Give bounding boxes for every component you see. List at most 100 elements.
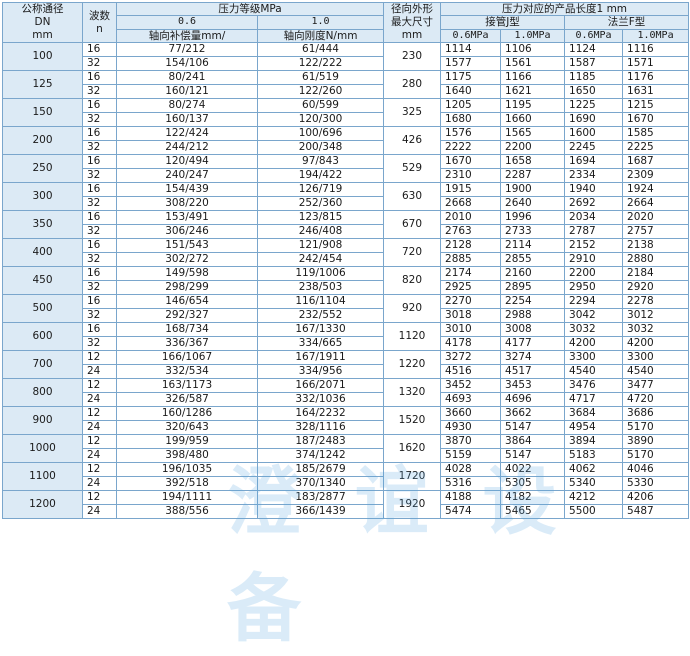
length-f-1-0-cell: 2664: [622, 196, 690, 211]
compensation-cell: 154/106: [116, 56, 258, 71]
length-f-0-6-cell: 4540: [564, 364, 624, 379]
dn-cell: 400: [2, 238, 83, 267]
table-row: 100 16 77/212 61/444 230 1114 1106 1124 1116: [2, 42, 690, 71]
length-j-1-0-cell: 2200: [500, 140, 566, 155]
compensation-cell: 160/1286: [116, 406, 258, 421]
length-f-0-6-cell: 4200: [564, 336, 624, 351]
stiffness-cell: 166/2071: [256, 378, 385, 393]
od-cell: 280: [383, 70, 442, 99]
compensation-cell: 151/543: [116, 238, 258, 253]
f-type-header: 法兰F型: [564, 15, 690, 30]
length-f-0-6-cell: 2200: [564, 266, 624, 281]
length-f-0-6-cell: 1650: [564, 84, 624, 99]
length-f-1-0-cell: 1571: [622, 56, 690, 71]
compensation-cell: 194/1111: [116, 490, 258, 505]
length-j-0-6-cell: 1640: [440, 84, 502, 99]
compensation-cell: 122/424: [116, 126, 258, 141]
length-j-0-6-cell: 4693: [440, 392, 502, 407]
table-row: 32 336/367 334/665 4178 4177 4200 4200: [3, 336, 690, 351]
length-j-1-0-cell: 2160: [500, 266, 566, 281]
table-row: 32 306/246 246/408 2763 2733 2787 2757: [3, 224, 690, 239]
table-row: 1000 12 199/959 187/2483 1620 3870 3864 3894 389…: [2, 434, 690, 463]
table-row: 32 154/106 122/222 1577 1561 1587 1571: [3, 56, 690, 71]
stiffness-cell: 194/422: [256, 168, 385, 183]
length-f-1-0-cell: 5330: [622, 476, 690, 491]
compensation-cell: 240/247: [116, 168, 258, 183]
length-j-0-6-cell: 1205: [440, 98, 502, 113]
stiffness-cell: 238/503: [256, 280, 385, 295]
length-f-0-6-cell: 1124: [564, 42, 624, 57]
length-j-1-0-cell: 3864: [500, 434, 566, 449]
f-0-6-header: 0.6MPa: [564, 28, 624, 44]
length-f-1-0-cell: 1924: [622, 182, 690, 197]
stiffness-cell: 120/300: [256, 112, 385, 127]
table-row: 400 16 151/543 121/908 720 2128 2114 2152 2138: [2, 238, 690, 267]
compensation-cell: 196/1035: [116, 462, 258, 477]
od-cell: 670: [383, 210, 442, 239]
length-j-1-0-cell: 3274: [500, 350, 566, 365]
length-f-0-6-cell: 3894: [564, 434, 624, 449]
length-j-0-6-cell: 3272: [440, 350, 502, 365]
pressure-0-6-header: 0.6: [116, 15, 258, 30]
table-row: 24 332/534 334/956 4516 4517 4540 4540: [3, 364, 690, 379]
length-j-1-0-cell: 4022: [500, 462, 566, 477]
compensation-cell: 326/587: [116, 392, 258, 407]
length-f-1-0-cell: 3890: [622, 434, 690, 449]
length-j-0-6-cell: 3660: [440, 406, 502, 421]
length-f-1-0-cell: 3686: [622, 406, 690, 421]
wave-count-cell: 32: [82, 84, 117, 99]
compensation-cell: 160/121: [116, 84, 258, 99]
length-j-1-0-cell: 3662: [500, 406, 566, 421]
length-f-1-0-cell: 5170: [622, 420, 690, 435]
wave-count-cell: 24: [82, 504, 117, 519]
length-f-1-0-cell: 2184: [622, 266, 690, 281]
wave-count-cell: 12: [82, 350, 117, 365]
od-cell: 1220: [383, 350, 442, 379]
od-header-sub: 最大尺寸: [391, 16, 434, 28]
stiffness-cell: 328/1116: [256, 420, 385, 435]
length-f-1-0-cell: 4200: [622, 336, 690, 351]
stiffness-cell: 246/408: [256, 224, 385, 239]
length-j-1-0-cell: 2287: [500, 168, 566, 183]
wave-count-cell: 24: [82, 476, 117, 491]
wave-count-cell: 24: [82, 420, 117, 435]
compensation-cell: 302/272: [116, 252, 258, 267]
wave-count-cell: 12: [82, 406, 117, 421]
stiffness-cell: 61/444: [256, 42, 385, 57]
length-f-0-6-cell: 1600: [564, 126, 624, 141]
length-j-0-6-cell: 2174: [440, 266, 502, 281]
stiffness-cell: 97/843: [256, 154, 385, 169]
length-j-1-0-cell: 2733: [500, 224, 566, 239]
length-f-1-0-cell: 5170: [622, 448, 690, 463]
wave-count-cell: 16: [82, 126, 117, 141]
compensation-cell: 80/274: [116, 98, 258, 113]
wave-count-cell: 32: [82, 196, 117, 211]
length-j-1-0-cell: 1195: [500, 98, 566, 113]
length-j-0-6-cell: 1670: [440, 154, 502, 169]
dn-cell: 900: [2, 406, 83, 435]
length-f-0-6-cell: 1690: [564, 112, 624, 127]
compensation-cell: 149/598: [116, 266, 258, 281]
dn-cell: 1100: [2, 462, 83, 491]
stiffness-cell: 123/815: [256, 210, 385, 225]
wave-count-cell: 12: [82, 378, 117, 393]
length-j-1-0-cell: 1565: [500, 126, 566, 141]
table-row: 24 388/556 366/1439 5474 5465 5500 5487: [3, 504, 690, 519]
wave-count-cell: 16: [82, 98, 117, 113]
stiffness-cell: 332/1036: [256, 392, 385, 407]
wave-count-cell: 16: [82, 70, 117, 85]
dn-cell: 150: [2, 98, 83, 127]
od-cell: 230: [383, 42, 442, 71]
length-j-0-6-cell: 2925: [440, 280, 502, 295]
od-cell: 1120: [383, 322, 442, 351]
table-row: 32 244/212 200/348 2222 2200 2245 2225: [3, 140, 690, 155]
length-j-0-6-cell: 4930: [440, 420, 502, 435]
length-f-1-0-cell: 3032: [622, 322, 690, 337]
table-row: 150 16 80/274 60/599 325 1205 1195 1225 1215: [2, 98, 690, 127]
wave-count-cell: 12: [82, 462, 117, 477]
dn-header-sub: DN: [34, 16, 51, 28]
compensation-cell: 388/556: [116, 504, 258, 519]
od-cell: 529: [383, 154, 442, 183]
length-f-0-6-cell: 2245: [564, 140, 624, 155]
compensation-cell: 336/367: [116, 336, 258, 351]
